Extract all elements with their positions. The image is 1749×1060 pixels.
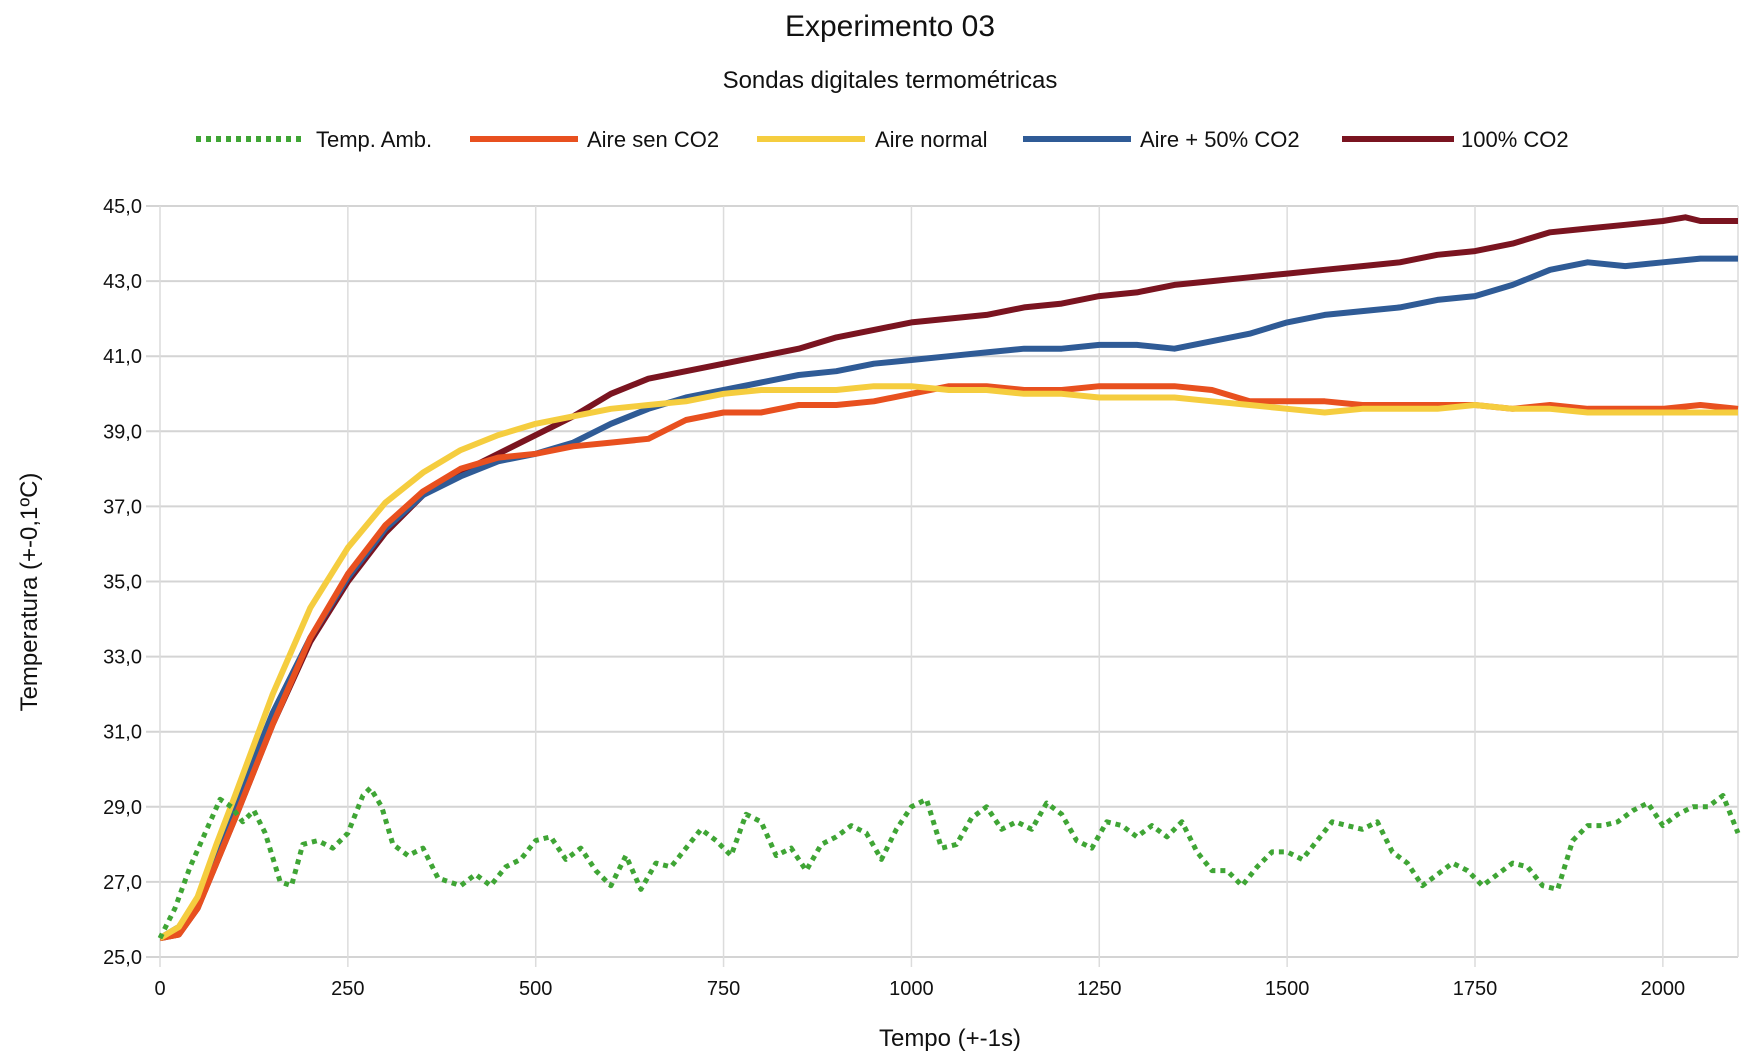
- x-tick-label: 750: [707, 978, 740, 1000]
- x-tick-label: 1750: [1453, 978, 1498, 1000]
- legend-item: 100% CO2: [1342, 127, 1569, 152]
- y-tick-label: 27,0: [103, 872, 142, 894]
- series-line-4: [159, 214, 1738, 942]
- chart-title: Experimento 03: [785, 10, 995, 43]
- x-axis-title: Tempo (+-1s): [879, 1025, 1021, 1052]
- y-tick-label: 41,0: [103, 346, 142, 368]
- grid: [146, 205, 1739, 967]
- legend-label: Temp. Amb.: [316, 127, 432, 152]
- series-line-0: [157, 785, 1741, 940]
- x-tick-label: 0: [154, 978, 165, 1000]
- legend-item: Aire + 50% CO2: [1023, 127, 1300, 152]
- series-line-1: [159, 383, 1739, 942]
- legend-label: 100% CO2: [1461, 127, 1569, 152]
- y-tick-label: 45,0: [103, 196, 142, 218]
- x-axis-ticks: 0 250 500 750 1000 1250 1500 1750 2000: [154, 978, 1685, 1000]
- y-tick-label: 25,0: [103, 947, 142, 969]
- x-tick-label: 2000: [1641, 978, 1686, 1000]
- y-tick-label: 29,0: [103, 797, 142, 819]
- y-axis-ticks: 25,0 27,0 29,0 31,0 33,0 35,0 37,0 39,0 41,0 43,0…: [103, 196, 142, 969]
- series-line-3: [158, 255, 1738, 941]
- y-tick-label: 35,0: [103, 572, 142, 594]
- series-group: [157, 214, 1741, 942]
- y-tick-label: 39,0: [103, 421, 142, 443]
- legend-label: Aire normal: [875, 127, 987, 152]
- legend: Temp. Amb. Aire sen CO2 Aire normal Aire + …: [196, 127, 1569, 152]
- x-tick-label: 1250: [1077, 978, 1122, 1000]
- legend-item: Aire sen CO2: [470, 127, 719, 152]
- x-tick-label: 1500: [1265, 978, 1310, 1000]
- x-tick-label: 250: [331, 978, 364, 1000]
- x-tick-label: 500: [519, 978, 552, 1000]
- series-line-2: [158, 383, 1738, 941]
- y-axis-title: Temperatura (+-0,1ºC): [16, 473, 43, 712]
- y-tick-label: 37,0: [103, 496, 142, 518]
- legend-label: Aire + 50% CO2: [1140, 127, 1300, 152]
- y-tick-label: 31,0: [103, 722, 142, 744]
- x-tick-label: 1000: [889, 978, 934, 1000]
- chart-subtitle: Sondas digitales termométricas: [723, 67, 1058, 94]
- legend-label: Aire sen CO2: [587, 127, 719, 152]
- legend-item: Temp. Amb.: [196, 127, 432, 152]
- y-tick-label: 43,0: [103, 271, 142, 293]
- y-tick-label: 33,0: [103, 647, 142, 669]
- legend-item: Aire normal: [757, 127, 987, 152]
